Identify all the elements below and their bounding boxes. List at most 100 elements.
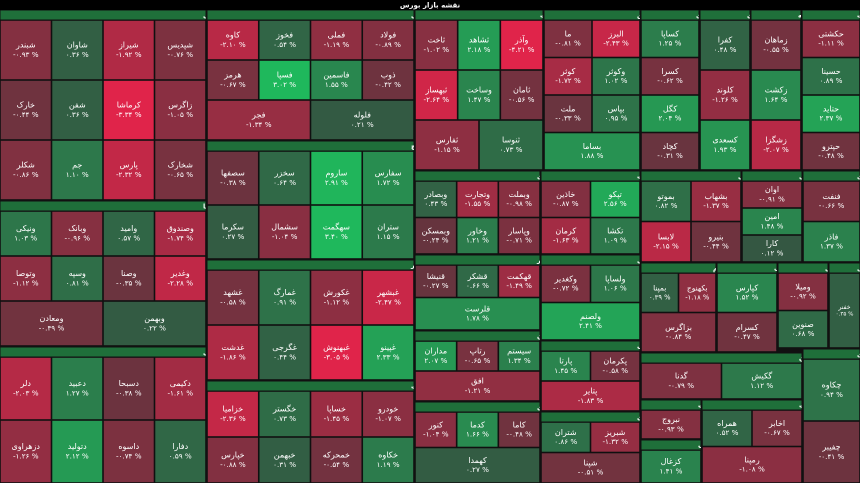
stock-name: چکاوه [822,381,842,390]
stock-tile [207,437,259,483]
stock-name: تکشا [607,226,623,235]
stock-change: ۰.۸۹ % [820,76,843,85]
stock-change: -۱.۵۵ % [465,199,491,208]
stock-change: ۰.۵۲ % [716,428,739,437]
stock-name: غبهنوش [323,343,350,352]
stock-tile [700,120,750,170]
stock-tile [103,256,155,301]
stock-name: ونیکی [16,224,36,233]
stock-name: وسپه [69,269,86,278]
stock-change: ۱.۱۵ % [377,232,400,241]
stock-name: بکهنوج [687,283,708,292]
stock-change: ۰.۳۱ % [273,460,296,469]
stock-name: کارا [766,239,779,248]
stock-name: ستران [377,223,399,232]
stock-change: ۰.۴۴ % [273,352,296,361]
stock-name: صنوین [792,320,814,329]
stock-tile [778,310,828,348]
stock-tile [103,211,155,256]
stock-change: -۱.۹۲ % [116,50,142,59]
stock-change: ۰.۳۵ % [836,312,854,318]
stock-name: کنور [428,420,443,429]
stock-change: -۰.۶۶ % [819,201,845,210]
sector-header [751,10,801,20]
stock-tile [592,57,640,95]
stock-change: ۱.۱۹ % [377,460,400,469]
stock-change: -۰.۷۲ % [553,284,579,293]
sector-header [541,255,640,265]
sector: اطلاعات و ارتباطات اخابر-۰.۶۷ % همراه۰.۵۲ … [702,400,802,483]
sector-title: استخراج زغال سنگ [698,442,761,450]
stock-name: شاوان [67,41,88,50]
stock-change: -۱.۸۳ % [578,396,604,405]
stock-tile [51,140,103,200]
stock-name: خبهمن [274,451,296,460]
stock-tile [310,60,363,100]
sector-title: فراورده های نفتی، کک و سوخت هسته ای [637,414,772,422]
stock-name: وبانک [68,224,86,233]
stock-name: گکیش [751,371,772,381]
stock-change: -۰.۵۱ % [578,468,604,477]
stock-tile [415,412,457,448]
sector: ماشین آلات و دستگاههای برقی بشهاب-۱.۳۷ % ب… [641,171,741,262]
stock-change: -۰.۷۹ % [668,381,694,390]
stock-tile [103,301,206,346]
stock-change: ۰.۵۴ % [273,40,296,49]
stock-tile [457,70,501,120]
sector: محصولات غذایی و آشامیدنی به جز قند و شکر… [207,260,558,380]
stock-tile [415,181,457,218]
stock-name: قلرست [465,304,491,313]
stock-change: ۰.۸۲ % [655,201,678,210]
stock-change: -۰.۴۸ % [818,151,844,160]
sector: عرضه برق، گاز، بخارو آب گرم بکهنوج-۱.۱۸ %… [641,263,809,352]
stock-name: وغدیر [170,269,190,278]
stock-change: ۲.۱۸ % [468,45,491,54]
stock-name: فلوله [354,111,372,120]
stock-tile [258,151,311,205]
stock-name: وتوصا [16,269,36,278]
stock-tile [51,80,103,140]
stock-tile [258,205,311,259]
stock-tile [456,265,499,298]
stock-name: خپارس [221,451,244,460]
stock-change: -۲.۰۷ % [763,145,789,154]
stock-change: ۱.۷۲ % [377,178,400,187]
stock-name: سیستم [507,347,531,356]
stock-tile [498,412,540,448]
sector-header [415,255,540,265]
stock-tile [310,205,363,259]
stock-name: بموتو [656,192,674,201]
stock-tile [742,208,802,235]
stock-tile [207,60,259,100]
stock-tile [207,205,259,259]
stock-tile [103,420,155,483]
stock-change: ۲.۴۱ % [579,321,602,330]
stock-change: ۰.۶۶ % [466,281,489,290]
sector-title: عرضه برق، گاز، بخارو آب گرم [713,264,809,273]
stock-name: خودرو [377,405,398,414]
stock-change: -۰.۳۸ % [220,178,246,187]
sector-header [0,347,206,357]
stock-change: ۰.۱۲ % [761,248,784,257]
stock-tile [541,452,640,483]
sector-title: فلزات اساسی [411,12,457,20]
stock-name: ثشاهد [469,36,489,45]
stock-change: ۱.۵۲ % [736,293,759,302]
stock-tile [310,270,363,325]
stock-name: دکیمی [170,379,192,388]
stock-tile [415,447,540,483]
stock-tile [641,273,679,313]
stock-tile [258,437,311,483]
stock-change: -۱.۰۵ % [167,110,193,119]
stock-tile [0,20,52,80]
stock-change: -۱.۷۲ % [555,76,581,85]
stock-name: خگستر [272,404,296,414]
sector-title: کاشی و سرامیک [774,265,828,273]
sector-title: محصولات غذایی و آشامیدنی به جز قند و شکر [410,261,558,270]
stock-name: البرز [607,29,623,38]
